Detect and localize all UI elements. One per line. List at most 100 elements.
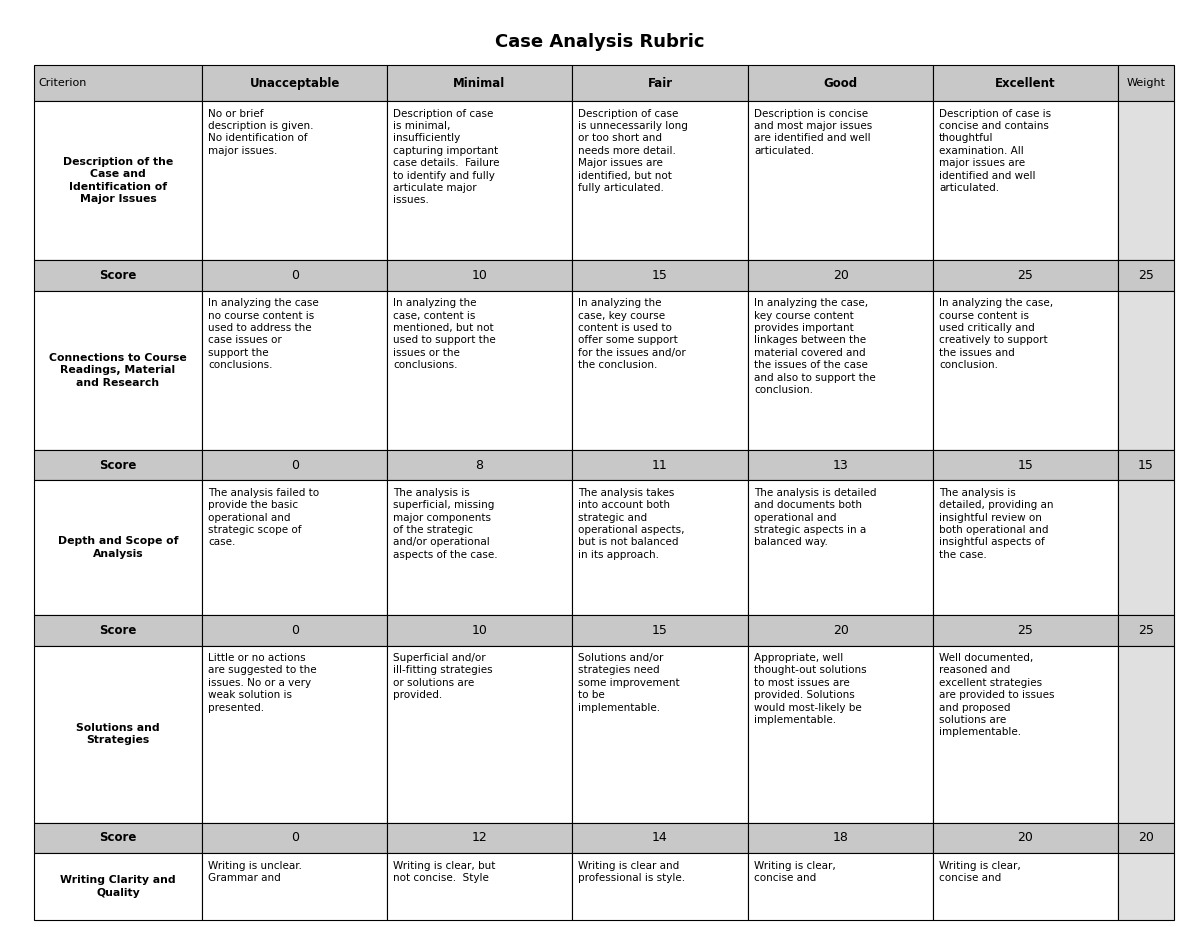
Text: Description of case is
concise and contains
thoughtful
examination. All
major is: Description of case is concise and conta… [940,108,1051,193]
Bar [571,260,749,291]
Text: 0: 0 [290,832,299,844]
Text: 20: 20 [833,269,848,282]
Text: Unacceptable: Unacceptable [250,77,340,90]
Text: The analysis is detailed
and documents both
operational and
strategic aspects in: The analysis is detailed and documents b… [755,488,877,548]
Bar [749,260,934,291]
Text: 12: 12 [472,832,487,844]
Bar [571,615,749,645]
Text: Well documented,
reasoned and
excellent strategies
are provided to issues
and pr: Well documented, reasoned and excellent … [940,653,1055,737]
Bar [571,822,749,854]
Text: Depth and Scope of
Analysis: Depth and Scope of Analysis [58,537,179,559]
Text: 11: 11 [652,459,668,472]
Bar [203,854,386,920]
Text: 15: 15 [652,624,668,637]
Bar [386,101,571,260]
Bar [571,645,749,822]
Text: Good: Good [823,77,858,90]
Text: Writing is clear and
professional is style.: Writing is clear and professional is sty… [577,861,685,883]
Bar [386,615,571,645]
Text: Score: Score [100,624,137,637]
Text: Writing is clear,
concise and: Writing is clear, concise and [755,861,836,883]
Bar [203,615,386,645]
Text: Fair: Fair [648,77,672,90]
Bar [749,480,934,615]
Text: 14: 14 [652,832,668,844]
Bar [934,854,1117,920]
Bar [203,260,386,291]
Text: Writing is clear,
concise and: Writing is clear, concise and [940,861,1021,883]
Bar [749,101,934,260]
Bar [749,822,934,854]
Text: 25: 25 [1138,269,1153,282]
Bar [386,645,571,822]
Bar [203,822,386,854]
Bar [1117,480,1174,615]
Bar [749,450,934,480]
Bar [203,480,386,615]
Text: The analysis failed to
provide the basic
operational and
strategic scope of
case: The analysis failed to provide the basic… [209,488,319,548]
Text: Excellent: Excellent [995,77,1056,90]
Bar [1117,854,1174,920]
Bar [934,480,1117,615]
Text: Criterion: Criterion [38,78,86,88]
Text: 20: 20 [833,624,848,637]
Text: 0: 0 [290,459,299,472]
Text: Score: Score [100,269,137,282]
Bar [1117,291,1174,450]
Text: 25: 25 [1018,269,1033,282]
Text: Writing is unclear.
Grammar and: Writing is unclear. Grammar and [209,861,302,883]
Bar [1117,450,1174,480]
Text: 13: 13 [833,459,848,472]
Bar [749,291,934,450]
Bar [34,480,203,615]
Bar [934,291,1117,450]
Text: Score: Score [100,832,137,844]
Text: 15: 15 [1018,459,1033,472]
Bar [749,615,934,645]
Bar [34,615,203,645]
Bar [1117,65,1174,101]
Bar [386,822,571,854]
Bar [34,101,203,260]
Bar [934,260,1117,291]
Text: No or brief
description is given.
No identification of
major issues.: No or brief description is given. No ide… [209,108,314,156]
Bar [386,854,571,920]
Bar [34,854,203,920]
Text: 18: 18 [833,832,848,844]
Text: Superficial and/or
ill-fitting strategies
or solutions are
provided.: Superficial and/or ill-fitting strategie… [394,653,493,700]
Bar [203,291,386,450]
Text: 15: 15 [1138,459,1153,472]
Bar [934,450,1117,480]
Text: In analyzing the case,
course content is
used critically and
creatively to suppo: In analyzing the case, course content is… [940,298,1054,370]
Text: 25: 25 [1138,624,1153,637]
Text: In analyzing the
case, key course
content is used to
offer some support
for the : In analyzing the case, key course conten… [577,298,685,370]
Text: Connections to Course
Readings, Material
and Research: Connections to Course Readings, Material… [49,353,187,387]
Text: Writing is clear, but
not concise.  Style: Writing is clear, but not concise. Style [394,861,496,883]
Text: Solutions and/or
strategies need
some improvement
to be
implementable.: Solutions and/or strategies need some im… [577,653,679,713]
Text: The analysis is
detailed, providing an
insightful review on
both operational and: The analysis is detailed, providing an i… [940,488,1054,560]
Bar [934,65,1117,101]
Bar [749,645,934,822]
Text: 8: 8 [475,459,484,472]
Bar [571,101,749,260]
Bar [34,822,203,854]
Text: Minimal: Minimal [454,77,505,90]
Bar [934,615,1117,645]
Bar [34,450,203,480]
Bar [34,291,203,450]
Bar [571,291,749,450]
Bar [386,450,571,480]
Bar [203,101,386,260]
Bar [34,65,203,101]
Text: Score: Score [100,459,137,472]
Text: In analyzing the case,
key course content
provides important
linkages between th: In analyzing the case, key course conten… [755,298,876,395]
Text: 25: 25 [1018,624,1033,637]
Text: Case Analysis Rubric: Case Analysis Rubric [496,33,704,51]
Text: Writing Clarity and
Quality: Writing Clarity and Quality [60,875,175,897]
Text: Little or no actions
are suggested to the
issues. No or a very
weak solution is
: Little or no actions are suggested to th… [209,653,317,713]
Bar [386,291,571,450]
Text: Appropriate, well
thought-out solutions
to most issues are
provided. Solutions
w: Appropriate, well thought-out solutions … [755,653,868,725]
Bar [934,822,1117,854]
Text: 10: 10 [472,269,487,282]
Text: Weight: Weight [1126,78,1165,88]
